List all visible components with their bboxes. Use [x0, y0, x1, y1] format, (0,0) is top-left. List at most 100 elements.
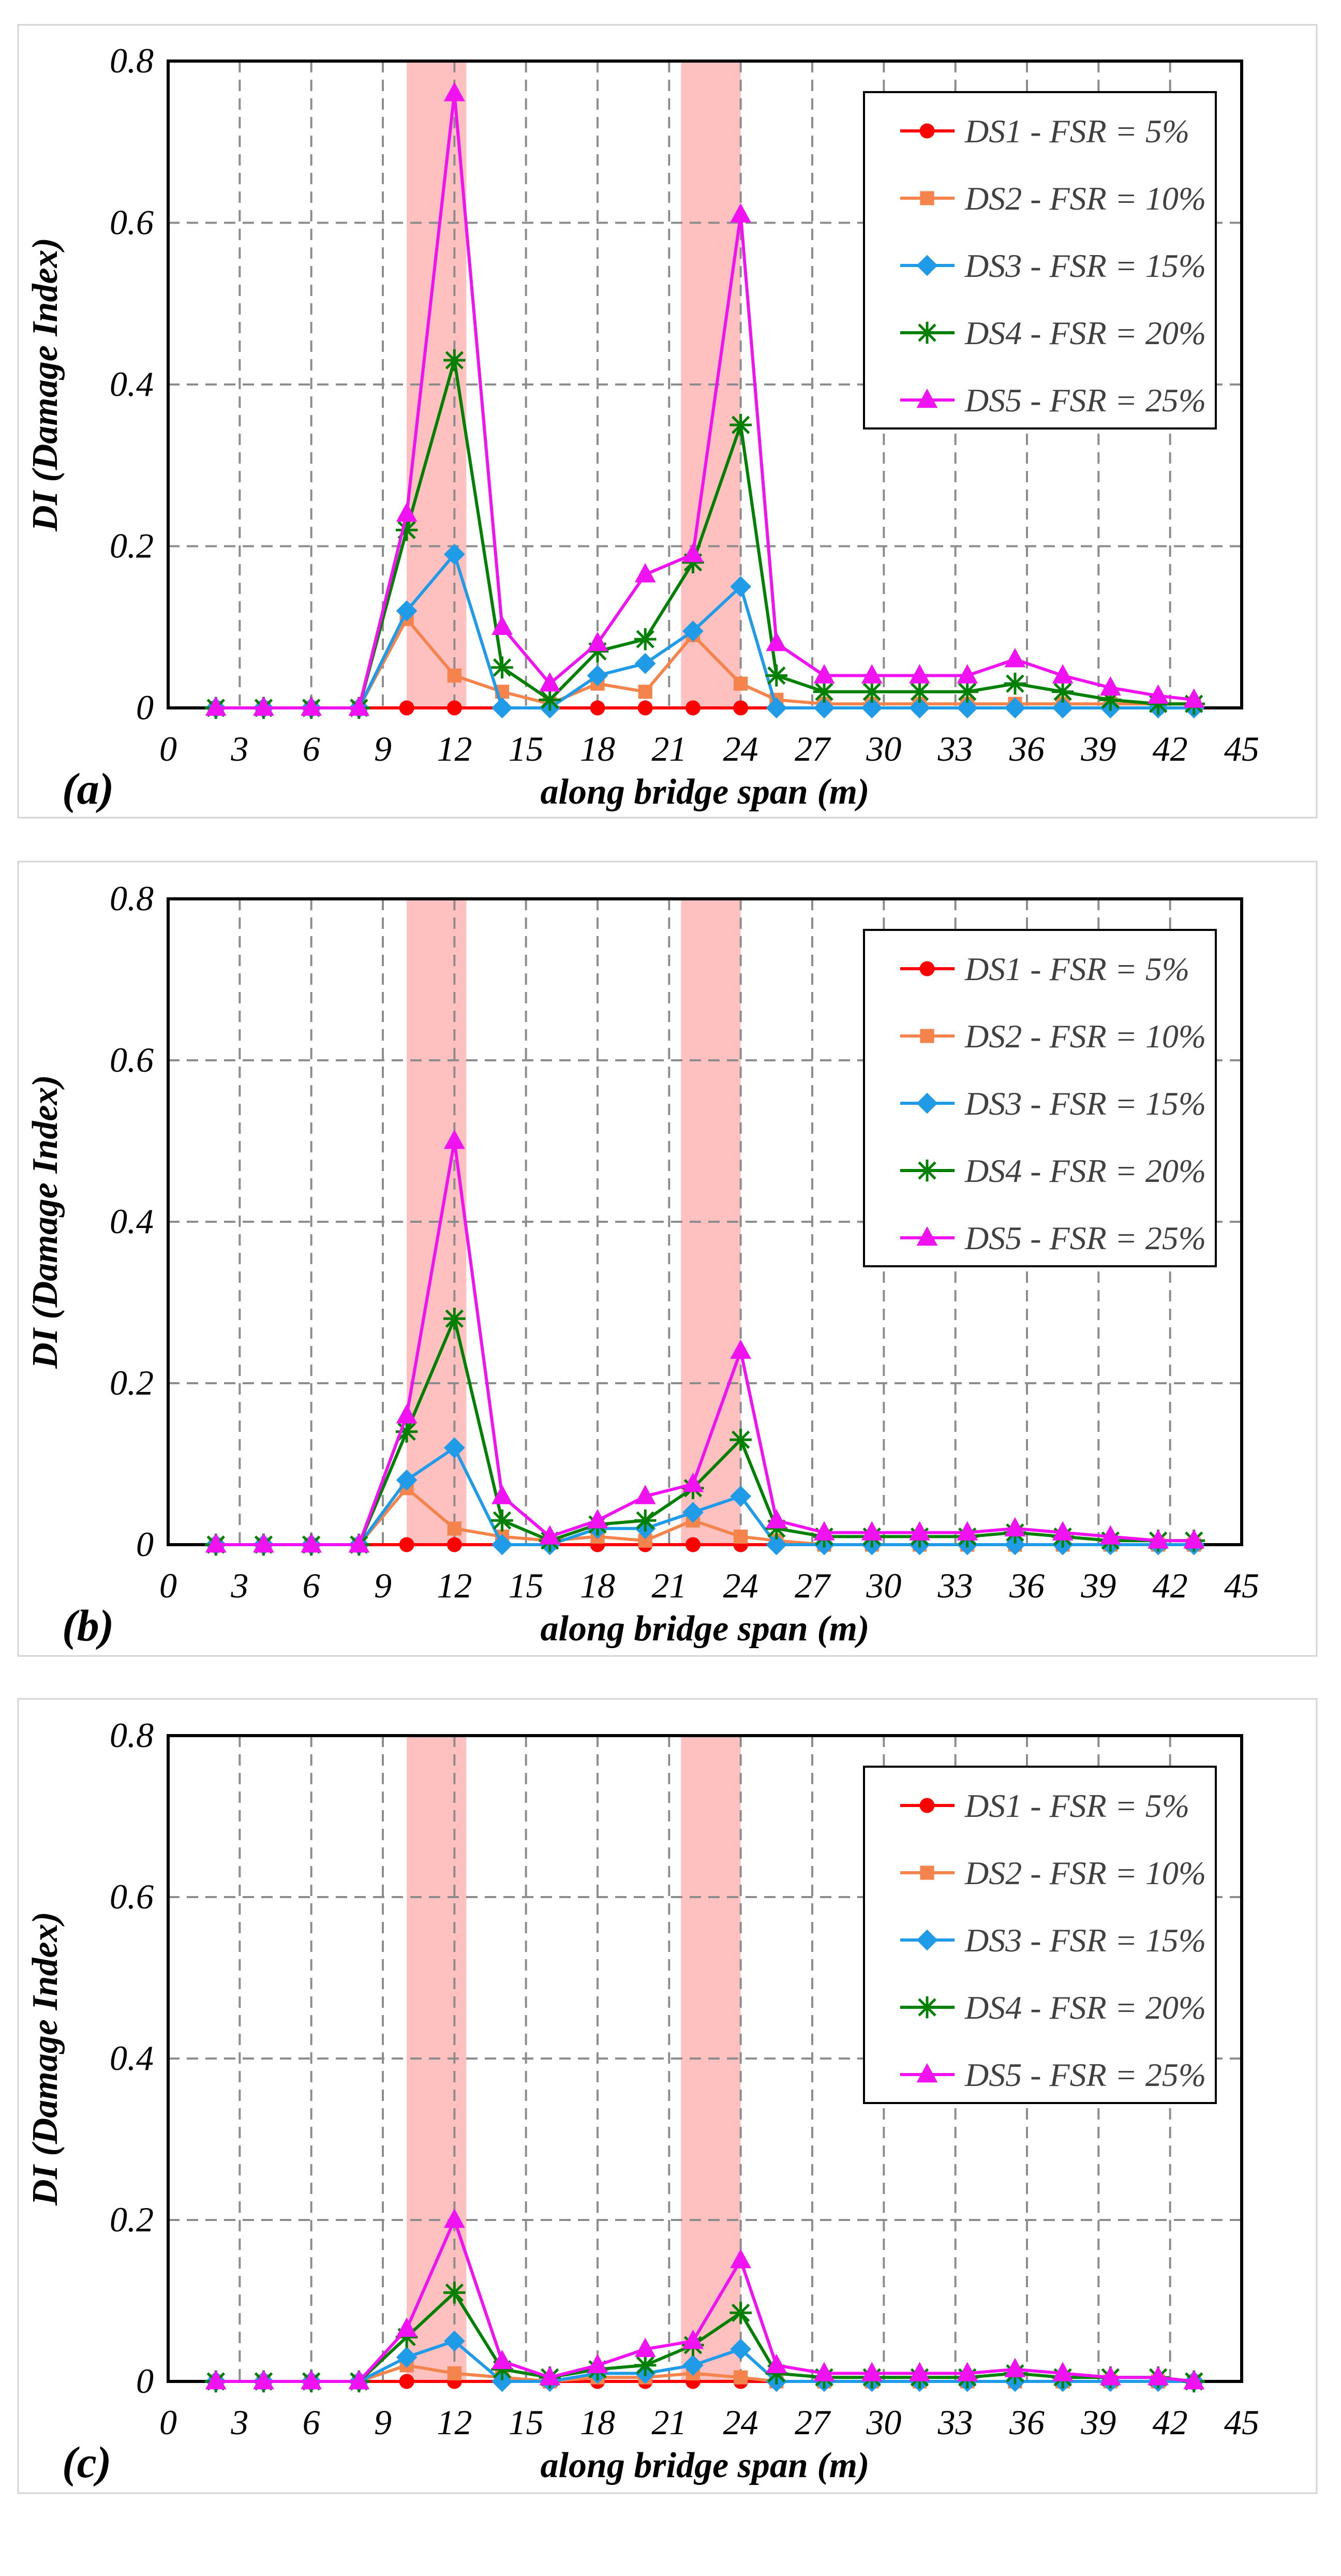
y-tick-label: 0.4: [110, 2038, 154, 2078]
star-marker-stroke: [445, 351, 464, 369]
data-point: [1148, 684, 1169, 704]
x-tick-label: 30: [866, 2403, 901, 2442]
x-tick-label: 6: [303, 729, 320, 768]
data-point: [443, 2330, 465, 2352]
x-tick-label: 9: [374, 729, 392, 768]
star-marker-stroke: [397, 1422, 416, 1441]
x-tick-label: 9: [374, 2403, 392, 2442]
data-point: [443, 543, 465, 565]
data-point: [957, 2362, 978, 2381]
data-point: [443, 2208, 465, 2228]
data-point: [443, 1307, 466, 1330]
x-tick-label: 27: [795, 2403, 831, 2442]
data-point: [957, 1521, 978, 1541]
x-tick-label: 0: [159, 729, 177, 768]
x-tick-label: 45: [1224, 729, 1259, 768]
x-tick-label: 30: [866, 729, 901, 768]
data-point: [1004, 672, 1026, 695]
legend-marker: [916, 1092, 938, 1114]
data-point: [399, 700, 414, 716]
legend-label: DS3 - FSR = 15%: [964, 1085, 1206, 1122]
data-point: [956, 680, 978, 703]
legend-label: DS5 - FSR = 25%: [964, 2056, 1206, 2093]
star-marker-stroke: [445, 1309, 464, 1328]
data-point: [861, 1521, 883, 1541]
star-marker-stroke: [731, 1430, 750, 1449]
legend-marker: [916, 1929, 938, 1951]
legend-label: DS5 - FSR = 25%: [964, 382, 1206, 419]
data-point: [443, 1129, 465, 1149]
x-tick-label: 30: [866, 1566, 901, 1605]
panel-label: (a): [62, 764, 114, 813]
data-point: [1183, 688, 1205, 708]
legend-label: DS3 - FSR = 15%: [964, 1922, 1206, 1959]
y-tick-label: 0: [136, 1524, 154, 1564]
data-point: [446, 1537, 462, 1552]
data-point: [730, 1339, 752, 1359]
data-point: [396, 2317, 418, 2337]
star-marker-stroke: [636, 2356, 654, 2375]
star-marker-stroke: [731, 416, 750, 434]
data-point: [539, 1525, 561, 1545]
x-tick-label: 6: [303, 2403, 320, 2442]
x-axis-title: along bridge span (m): [541, 1609, 870, 1649]
data-point: [1183, 2370, 1205, 2390]
x-tick-label: 21: [651, 2403, 687, 2442]
series-line: [216, 1446, 1194, 1546]
series-line: [216, 1317, 1194, 1546]
data-point: [813, 697, 835, 719]
data-point: [1052, 1521, 1074, 1541]
data-point: [301, 2370, 322, 2390]
star-marker-stroke: [493, 1511, 512, 1530]
star-marker-stroke: [731, 2303, 750, 2322]
x-tick-label: 42: [1153, 2403, 1188, 2442]
data-point: [1099, 676, 1121, 696]
star-marker-stroke: [910, 683, 929, 701]
data-point: [301, 696, 322, 716]
legend-label: DS5 - FSR = 25%: [964, 1220, 1206, 1256]
data-point: [491, 615, 513, 635]
series-line: [216, 359, 1194, 709]
data-point: [634, 2354, 657, 2377]
legend-item-ds5: DS5 - FSR = 25%: [900, 382, 1206, 419]
legend-marker: [916, 388, 938, 408]
data-point: [539, 689, 561, 711]
x-tick-label: 24: [723, 729, 758, 768]
legend-item-ds5: DS5 - FSR = 25%: [900, 2056, 1206, 2093]
data-point: [634, 1485, 656, 1504]
x-tick-label: 3: [230, 729, 248, 768]
series-line: [216, 553, 1194, 709]
x-tick-label: 24: [723, 2403, 758, 2442]
data-point: [447, 2366, 461, 2380]
data-point: [205, 696, 227, 716]
data-point: [638, 685, 652, 699]
star-marker-stroke: [767, 666, 786, 685]
legend-marker: [920, 191, 934, 205]
data-point: [587, 1509, 608, 1529]
series-line: [216, 2340, 1194, 2383]
x-tick-label: 36: [1009, 2403, 1045, 2442]
data-point: [348, 1533, 370, 1553]
legend-marker: [919, 961, 935, 976]
data-point: [491, 1509, 513, 1532]
data-point: [685, 700, 701, 716]
x-axis-title: along bridge span (m): [541, 2446, 870, 2485]
data-point: [861, 2362, 883, 2381]
series-line: [216, 2291, 1195, 2383]
x-tick-label: 27: [795, 729, 831, 768]
data-point: [443, 82, 465, 101]
data-point: [909, 664, 930, 684]
legend-marker: [916, 321, 938, 344]
data-point: [399, 2374, 414, 2389]
star-marker-stroke: [445, 2283, 464, 2302]
data-point: [1004, 2358, 1026, 2377]
legend-label: DS3 - FSR = 15%: [964, 247, 1206, 284]
legend-item-ds4: DS4 - FSR = 20%: [900, 315, 1206, 351]
y-tick-label: 0.4: [110, 1202, 154, 1241]
star-marker-stroke: [1053, 683, 1072, 701]
data-point: [734, 1529, 748, 1544]
data-point: [682, 1502, 704, 1523]
data-point: [491, 2371, 513, 2392]
legend-item-ds4: DS4 - FSR = 20%: [900, 1989, 1206, 2026]
